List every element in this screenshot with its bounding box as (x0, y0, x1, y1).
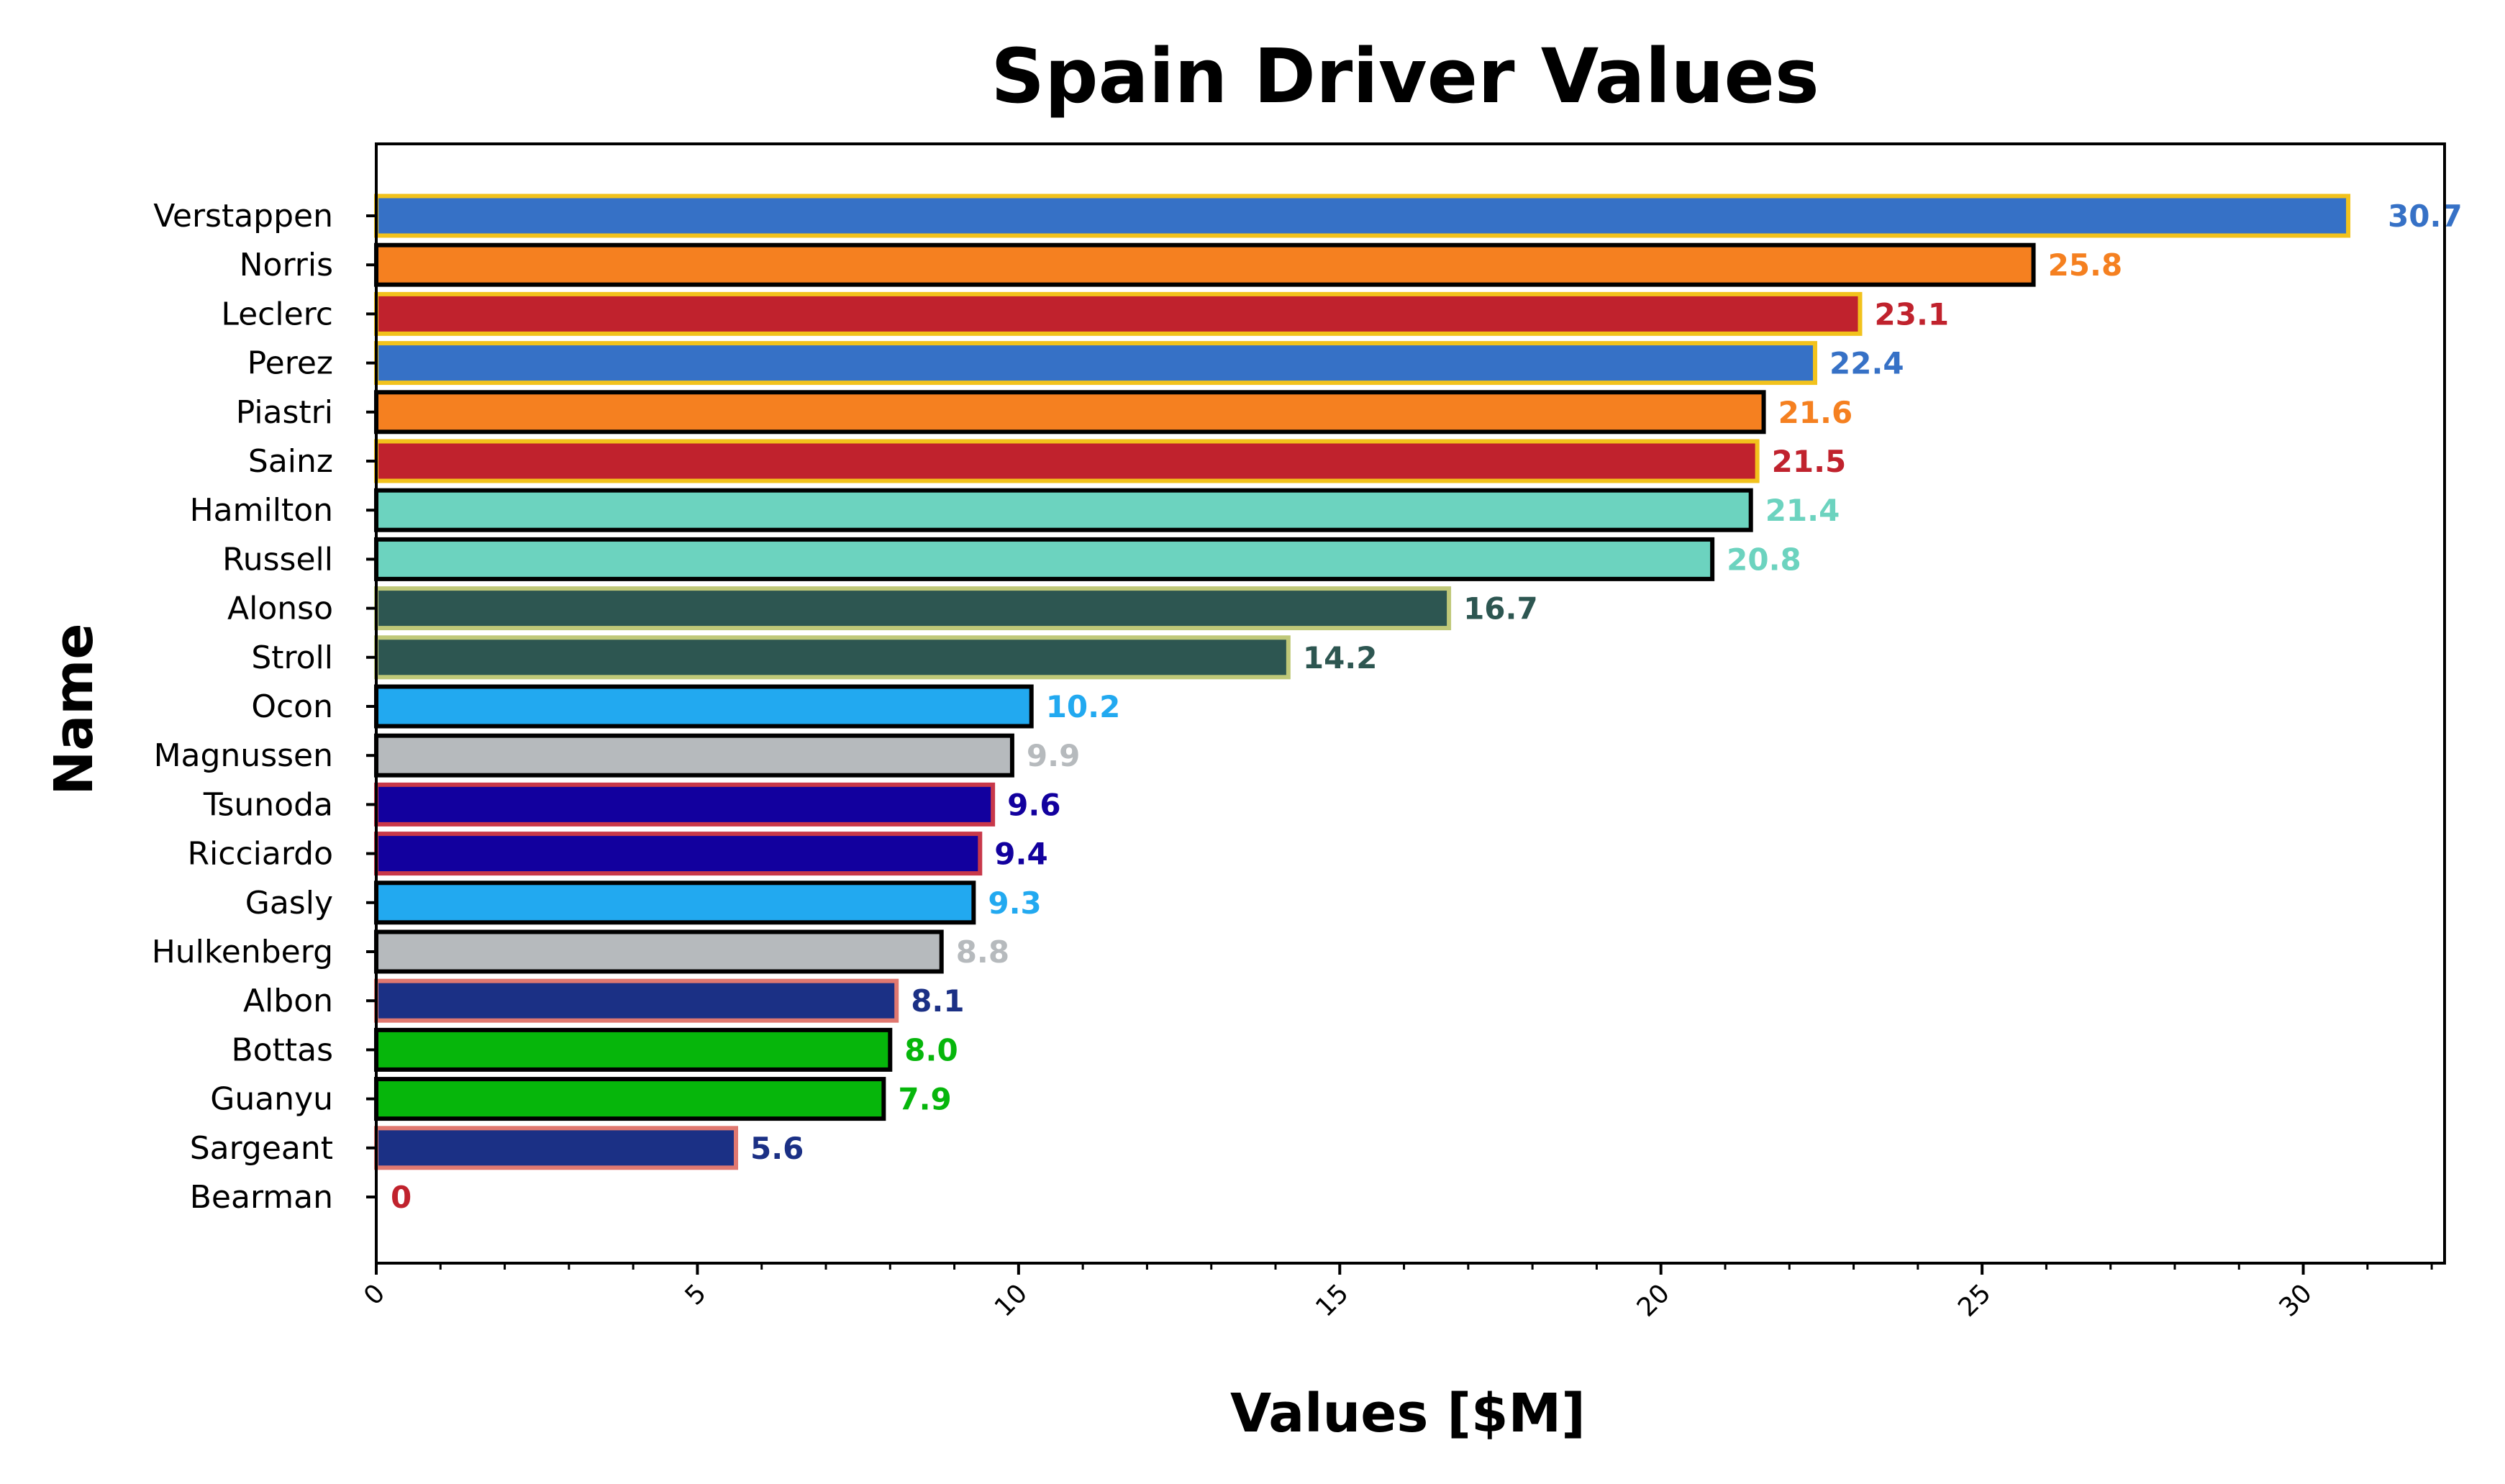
data-label: 21.5 (1772, 444, 1847, 479)
y-tick-label: Stroll (251, 639, 333, 676)
y-tick-label: Magnussen (154, 737, 333, 774)
data-label: 7.9 (898, 1082, 951, 1117)
bar (374, 684, 1034, 729)
bar (374, 733, 1014, 778)
y-tick-label: Verstappen (153, 198, 333, 235)
y-tick-label: Ocon (251, 688, 333, 725)
y-axis-label: Name (43, 623, 105, 795)
bar (374, 880, 976, 925)
bar (374, 194, 2351, 238)
bar (374, 488, 1753, 532)
y-tick-label: Guanyu (210, 1081, 333, 1118)
data-label: 9.6 (1007, 787, 1060, 822)
bars-layer: 30.7 25.8 23.1 22.4 21.6 21.5 21.4 20.8 16.7 14.2… (374, 194, 2463, 1215)
y-tick-label: Tsunoda (203, 786, 333, 823)
data-label: 0 (391, 1180, 412, 1215)
bar (374, 1126, 738, 1170)
x-axis-label: Values [$M] (1230, 1383, 1586, 1444)
y-tick-label: Sainz (248, 443, 333, 480)
data-label: 10.2 (1046, 689, 1121, 724)
y-tick-label: Sargeant (190, 1130, 333, 1167)
y-tick-label: Leclerc (221, 296, 333, 332)
data-label: 8.0 (904, 1032, 958, 1068)
data-label: 8.1 (911, 983, 964, 1019)
bar (374, 291, 1863, 336)
data-label: 9.9 (1027, 738, 1080, 773)
bar (374, 832, 983, 876)
data-label: 21.4 (1765, 493, 1840, 528)
plot-frame (375, 142, 2446, 1265)
y-tick-label: Hulkenberg (152, 934, 333, 970)
y-tick-label: Albon (243, 983, 333, 1019)
bar (374, 586, 1452, 631)
data-label: 22.4 (1829, 346, 1904, 381)
data-label: 25.8 (2048, 247, 2123, 283)
data-label: 14.2 (1303, 640, 1378, 675)
bar (374, 929, 944, 974)
bar (374, 635, 1291, 680)
y-tick-label: Hamilton (190, 492, 333, 529)
data-label: 20.8 (1727, 542, 1801, 577)
bar (374, 439, 1760, 483)
data-label: 9.3 (988, 886, 1041, 921)
bar (374, 1077, 886, 1121)
y-tick-label: Piastri (236, 394, 333, 431)
y-tick-label: Gasly (245, 885, 333, 921)
bar (374, 782, 996, 827)
y-tick-label: Perez (247, 345, 333, 382)
y-tick-label: Russell (222, 541, 333, 578)
y-tick-label: Bottas (232, 1032, 334, 1068)
y-tick-label: Alonso (227, 591, 333, 627)
data-label: 5.6 (750, 1131, 804, 1166)
bar (374, 390, 1766, 434)
bar (374, 978, 899, 1023)
data-label: 8.8 (956, 934, 1009, 970)
data-label: 23.1 (1875, 296, 1950, 332)
data-label: 9.4 (994, 837, 1047, 872)
chart-title: Spain Driver Values (991, 32, 1819, 120)
data-label: 16.7 (1463, 591, 1538, 627)
y-tick-label: Bearman (190, 1179, 333, 1216)
bar (374, 242, 2036, 287)
y-tick-label: Norris (240, 247, 333, 283)
bar (374, 1027, 893, 1072)
y-tick-label: Ricciardo (187, 836, 333, 873)
bar (374, 341, 1817, 386)
data-label: 30.7 (2388, 199, 2463, 234)
bar (374, 537, 1715, 581)
data-label: 21.6 (1778, 395, 1853, 430)
